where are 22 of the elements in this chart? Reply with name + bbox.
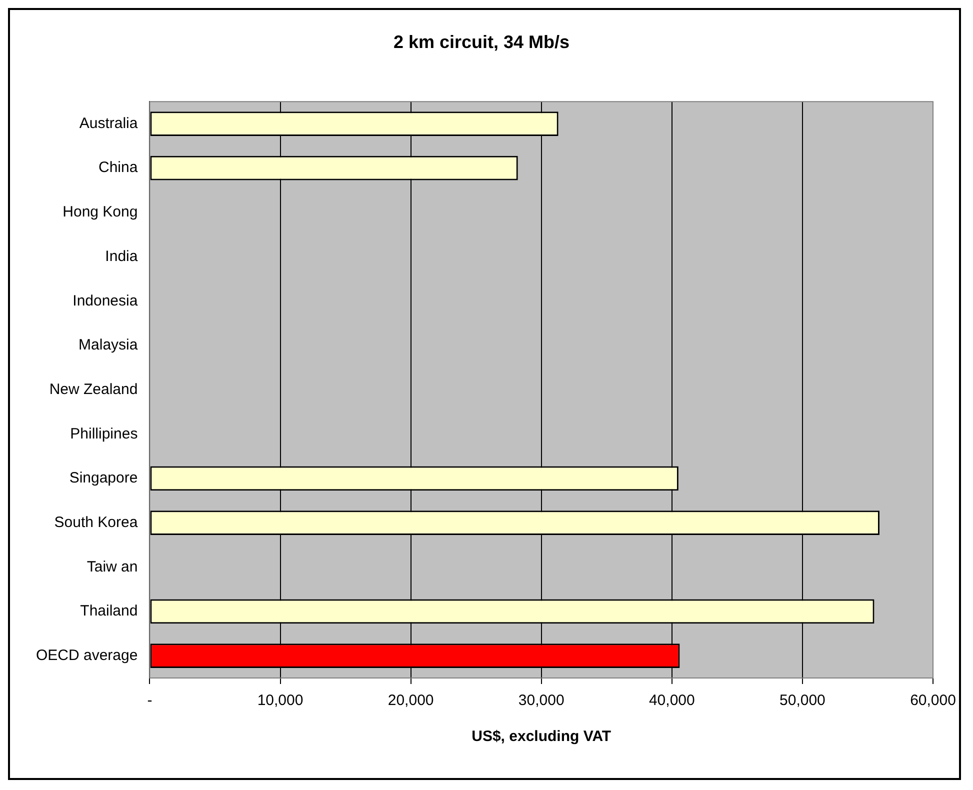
x-tick-label: 20,000	[388, 692, 434, 710]
x-tick-label: 60,000	[910, 692, 956, 710]
chart-title: 2 km circuit, 34 Mb/s	[393, 32, 570, 52]
x-tick-label: -	[147, 692, 152, 710]
y-tick-label: India	[105, 248, 138, 265]
x-tick-label: 10,000	[257, 692, 304, 710]
x-axis-title: US$, excluding VAT	[472, 728, 612, 746]
x-tick-label: 50,000	[780, 692, 826, 710]
y-tick-label: Australia	[79, 114, 138, 132]
y-tick-label: Indonesia	[72, 292, 138, 310]
x-tick-label: 30,000	[518, 692, 564, 710]
y-tick-label: China	[98, 159, 138, 176]
y-tick-label: New Zealand	[49, 380, 138, 398]
y-tick-label: South Korea	[54, 514, 138, 531]
y-tick-label: Taiw an	[86, 558, 138, 576]
x-tick-label: 40,000	[648, 692, 695, 710]
y-tick-label: Phillipines	[70, 425, 138, 442]
y-tick-label: OECD average	[36, 646, 138, 664]
y-tick-label: Singapore	[69, 470, 138, 487]
y-tick-label: Malaysia	[78, 336, 138, 354]
y-tick-label: Hong Kong	[62, 204, 138, 221]
y-tick-label: Thailand	[80, 602, 138, 620]
